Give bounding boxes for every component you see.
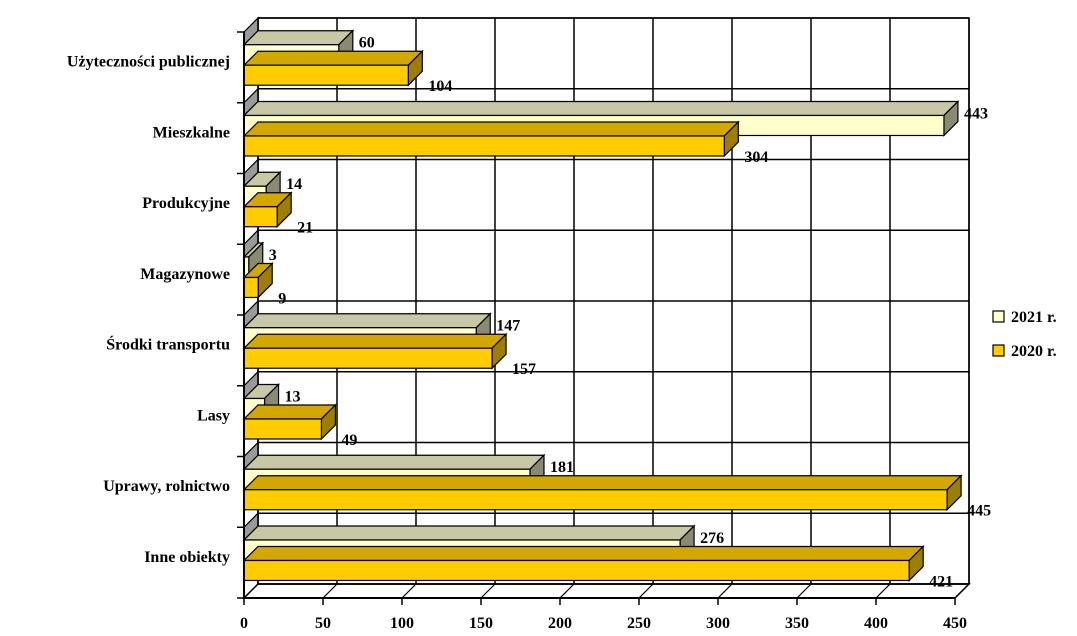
data-label: 181 [550,459,574,476]
category-label: Magazynowe [140,266,230,283]
bar-top-face [242,50,424,66]
floor-gridline [875,583,891,599]
bar-top-face [242,475,963,491]
legend-label: 2020 r. [1011,343,1057,360]
x-tick-label: 450 [943,615,967,632]
x-tick-label: 250 [627,615,651,632]
data-label: 421 [929,573,953,590]
legend-label: 2021 r. [1011,309,1057,326]
floor [242,583,971,599]
floor-gridline [480,583,496,599]
data-label: 157 [512,361,536,378]
category-label: Uprawy, rolnictwo [103,478,230,495]
x-tick-label: 150 [469,615,493,632]
data-label: 104 [428,78,452,95]
x-tick-label: 200 [548,615,572,632]
x-tick-label: 50 [315,615,331,632]
bar-top-face [242,454,546,470]
floor-gridline [559,583,575,599]
category-label: Użyteczności publicznej [67,54,230,71]
bar [243,135,725,157]
bar [243,418,323,440]
data-label: 3 [269,247,277,264]
bar-top-face [242,545,925,562]
axes [237,31,971,605]
category-label: Mieszkalne [153,124,230,141]
category-label: Inne obiekty [144,549,230,566]
data-label: 276 [700,530,724,547]
labels: 60 104 443 304 14 21 3 9 147 157 13 49 181 445 276 421 0… [67,35,991,632]
bar-top-face [242,333,508,349]
floor-gridline [717,583,733,599]
x-tick-label: 350 [785,615,809,632]
data-label: 304 [744,149,768,166]
bar [243,489,948,511]
bar [243,206,278,228]
floor-gridline [401,583,417,599]
data-label: 13 [285,388,301,405]
bar [243,64,409,86]
x-tick-label: 100 [390,615,414,632]
bar-top-face [242,121,740,137]
category-label: Produkcyjne [142,195,230,212]
bar-top-face [242,30,355,46]
data-label: 21 [297,220,313,237]
bar [243,276,259,299]
bar-top-face [242,525,696,541]
legend-swatch [992,344,1005,357]
category-label: Środki transportu [106,335,230,354]
data-label: 49 [341,432,357,449]
bar-top-face [242,100,960,117]
data-label: 60 [359,35,375,52]
floor-gridline [796,583,812,599]
floor-gridline [638,583,654,599]
x-tick-label: 300 [706,615,730,632]
bar-top-face [242,313,492,329]
bar [243,559,910,582]
legend-swatch [992,310,1005,323]
bar [243,347,493,369]
data-label: 147 [496,318,520,335]
legend: 2021 r. 2020 r. [992,309,1057,360]
x-tick-label: 0 [240,615,248,632]
category-label: Lasy [197,407,230,424]
data-label: 14 [286,176,302,193]
bars [242,29,963,582]
floor-gridline [322,583,338,599]
x-tick-label: 400 [864,615,888,632]
data-label: 445 [967,503,991,520]
data-label: 9 [278,290,286,307]
data-label: 443 [964,105,988,122]
bar-top-face [242,404,337,420]
